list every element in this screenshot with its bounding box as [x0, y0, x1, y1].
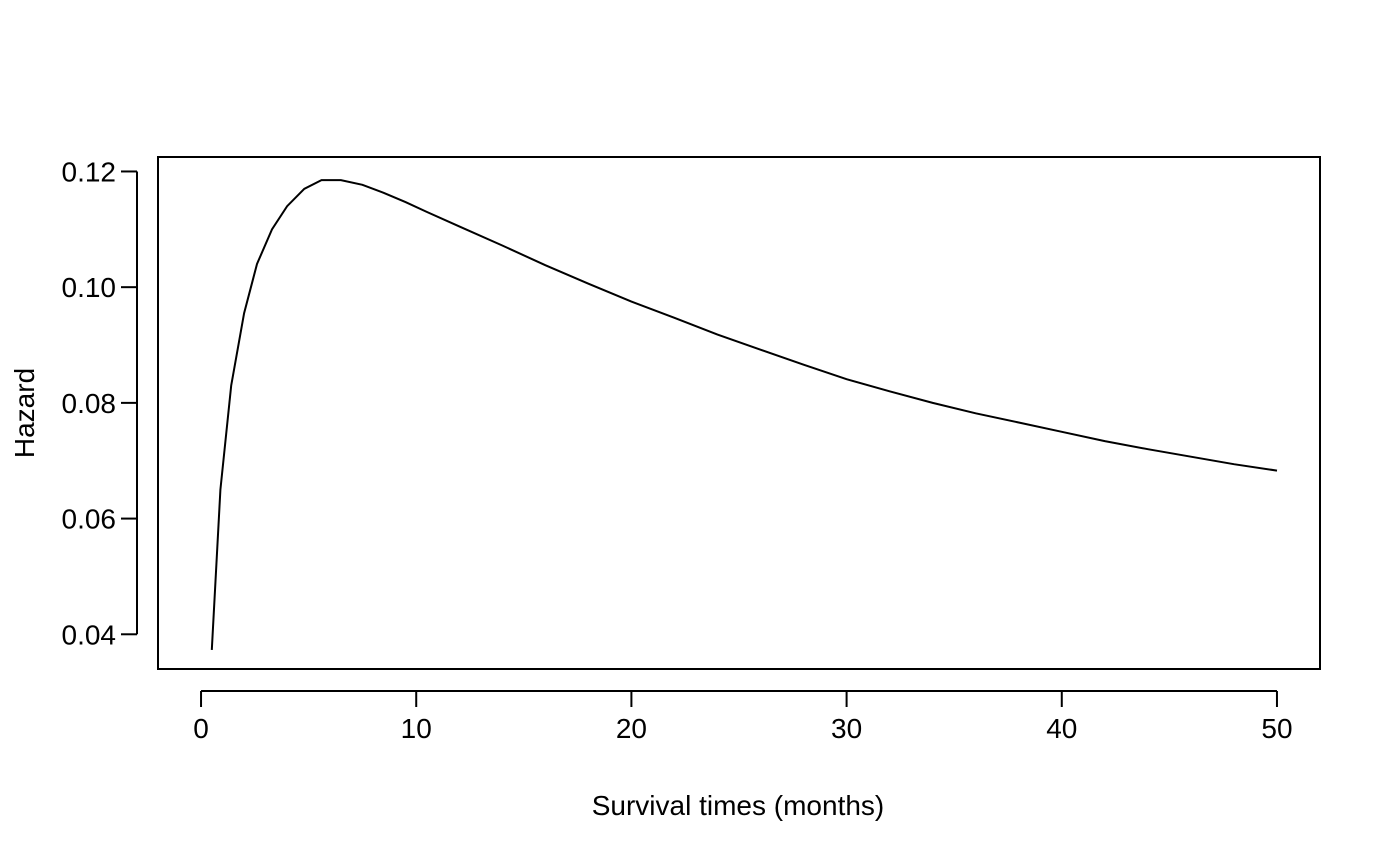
x-tick-label: 30	[831, 713, 862, 744]
hazard-line	[210, 179, 1278, 650]
x-tick-label: 50	[1261, 713, 1292, 744]
y-tick-label: 0.10	[62, 272, 117, 303]
y-tick-label: 0.12	[62, 156, 117, 187]
y-tick-label: 0.04	[62, 619, 117, 650]
y-axis-title: Hazard	[9, 368, 40, 458]
y-tick-label: 0.08	[62, 388, 117, 419]
y-tick-label: 0.06	[62, 504, 117, 535]
y-axis: 0.04 0.06 0.08 0.10 0.12	[62, 156, 138, 650]
x-axis-title: Survival times (months)	[592, 790, 885, 821]
x-tick-label: 40	[1046, 713, 1077, 744]
plot-frame	[157, 156, 1321, 670]
x-tick-label: 0	[193, 713, 209, 744]
x-tick-label: 20	[616, 713, 647, 744]
x-tick-label: 10	[401, 713, 432, 744]
x-axis: 0 10 20 30 40 50	[193, 690, 1293, 744]
